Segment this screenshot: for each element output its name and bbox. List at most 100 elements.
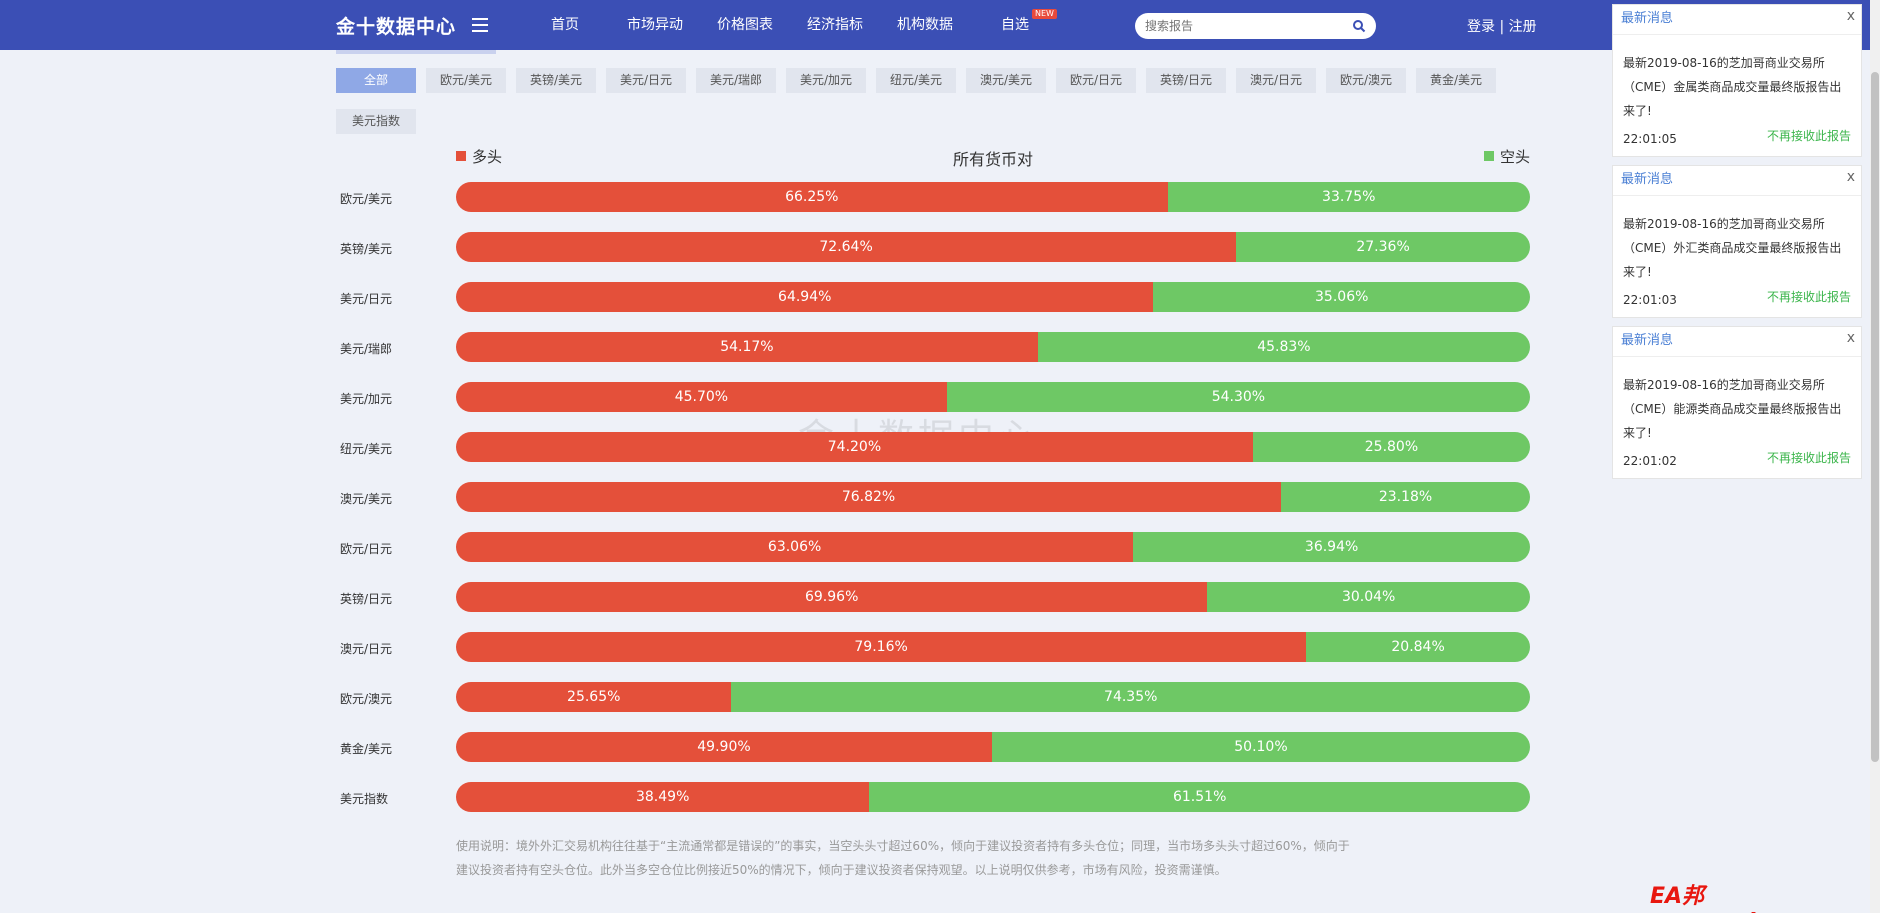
scrollbar-thumb[interactable] bbox=[1871, 72, 1879, 762]
row-label: 欧元/日元 bbox=[340, 542, 393, 556]
notification-header: 最新消息 bbox=[1613, 5, 1861, 35]
ratio-bar: 66.25% 33.75% bbox=[456, 182, 1530, 212]
long-segment: 74.20% bbox=[456, 432, 1253, 462]
tab-currency-pair[interactable]: 美元指数 bbox=[336, 109, 416, 134]
site-logo[interactable]: 金十数据中心 bbox=[336, 16, 457, 38]
row-label: 欧元/澳元 bbox=[340, 692, 393, 706]
legend-short: 空头 bbox=[1484, 146, 1530, 167]
nav-home[interactable]: 首页 bbox=[551, 17, 579, 33]
legend-long: 多头 bbox=[456, 146, 502, 167]
long-segment: 79.16% bbox=[456, 632, 1307, 662]
tab-currency-pair[interactable]: 欧元/美元 bbox=[426, 68, 506, 93]
scrollbar[interactable] bbox=[1870, 0, 1880, 913]
long-segment: 54.17% bbox=[456, 332, 1038, 362]
long-segment: 49.90% bbox=[456, 732, 992, 762]
ratio-bar: 49.90% 50.10% bbox=[456, 732, 1530, 762]
auth-divider: | bbox=[1499, 19, 1505, 35]
long-segment: 25.65% bbox=[456, 682, 732, 712]
notification-time: 22:01:02 bbox=[1623, 454, 1677, 468]
row-label: 纽元/美元 bbox=[340, 442, 393, 456]
short-segment: 33.75% bbox=[1167, 182, 1530, 212]
short-segment: 25.80% bbox=[1252, 432, 1530, 462]
ratio-bar: 25.65% 74.35% bbox=[456, 682, 1530, 712]
ratio-bar: 64.94% 35.06% bbox=[456, 282, 1530, 312]
short-segment: 45.83% bbox=[1037, 332, 1530, 362]
long-segment: 72.64% bbox=[456, 232, 1237, 262]
ratio-bar: 69.96% 30.04% bbox=[456, 582, 1530, 612]
nav-watchlist[interactable]: 自选 NEW bbox=[970, 0, 1060, 50]
tab-currency-pair[interactable]: 澳元/日元 bbox=[1236, 68, 1316, 93]
legend-short-label: 空头 bbox=[1500, 148, 1531, 166]
search-box bbox=[1135, 13, 1376, 39]
short-segment: 61.51% bbox=[869, 782, 1530, 812]
tab-currency-pair[interactable]: 美元/加元 bbox=[786, 68, 866, 93]
legend-long-label: 多头 bbox=[472, 148, 503, 166]
notification-card: 最新消息 x 最新2019-08-16的芝加哥商业交易所（CME）能源类商品成交… bbox=[1612, 326, 1862, 479]
ratio-bar: 74.20% 25.80% bbox=[456, 432, 1530, 462]
notification-time: 22:01:05 bbox=[1623, 132, 1677, 146]
close-icon[interactable]: x bbox=[1846, 169, 1855, 185]
legend-short-swatch bbox=[1484, 151, 1494, 161]
tab-currency-pair[interactable]: 美元/日元 bbox=[606, 68, 686, 93]
notification-card: 最新消息 x 最新2019-08-16的芝加哥商业交易所（CME）外汇类商品成交… bbox=[1612, 165, 1862, 318]
row-label: 澳元/日元 bbox=[340, 642, 393, 656]
short-segment: 50.10% bbox=[991, 732, 1530, 762]
nav-market-movers[interactable]: 市场异动 bbox=[627, 17, 683, 33]
ratio-bar: 63.06% 36.94% bbox=[456, 532, 1530, 562]
tab-currency-pair[interactable]: 英镑/美元 bbox=[516, 68, 596, 93]
row-label: 澳元/美元 bbox=[340, 492, 393, 506]
site-watermark-logo: EA邦 www.eabang.com bbox=[1650, 884, 1869, 913]
row-label: 美元/日元 bbox=[340, 292, 393, 306]
short-segment: 36.94% bbox=[1133, 532, 1530, 562]
tab-currency-pair[interactable]: 纽元/美元 bbox=[876, 68, 956, 93]
nav-price-charts[interactable]: 价格图表 bbox=[717, 17, 773, 33]
close-icon[interactable]: x bbox=[1846, 330, 1855, 346]
notification-text[interactable]: 最新2019-08-16的芝加哥商业交易所（CME）金属类商品成交量最终版报告出… bbox=[1623, 56, 1842, 118]
long-segment: 64.94% bbox=[456, 282, 1154, 312]
chart-title: 所有货币对 bbox=[952, 150, 1033, 169]
long-segment: 76.82% bbox=[456, 482, 1282, 512]
ratio-bar: 76.82% 23.18% bbox=[456, 482, 1530, 512]
tab-currency-pair[interactable]: 全部 bbox=[336, 68, 416, 93]
tab-currency-pair[interactable]: 欧元/日元 bbox=[1056, 68, 1136, 93]
long-segment: 38.49% bbox=[456, 782, 870, 812]
login-link[interactable]: 登录 bbox=[1467, 19, 1495, 35]
unsubscribe-link[interactable]: 不再接收此报告 bbox=[1766, 451, 1851, 465]
row-label: 美元指数 bbox=[340, 792, 389, 806]
search-icon[interactable] bbox=[1352, 19, 1366, 33]
legend-long-swatch bbox=[456, 151, 466, 161]
notification-header: 最新消息 bbox=[1613, 166, 1861, 196]
search-input[interactable] bbox=[1135, 13, 1335, 39]
register-link[interactable]: 注册 bbox=[1508, 19, 1537, 35]
tab-currency-pair[interactable]: 澳元/美元 bbox=[966, 68, 1046, 93]
short-segment: 20.84% bbox=[1306, 632, 1530, 662]
new-badge: NEW bbox=[1032, 9, 1057, 19]
menu-icon[interactable] bbox=[472, 18, 488, 32]
tab-currency-pair[interactable]: 欧元/澳元 bbox=[1326, 68, 1406, 93]
long-segment: 45.70% bbox=[456, 382, 947, 412]
row-label: 美元/加元 bbox=[340, 392, 393, 406]
ratio-bar: 79.16% 20.84% bbox=[456, 632, 1530, 662]
row-label: 英镑/美元 bbox=[340, 242, 393, 256]
nav-economic-indicators[interactable]: 经济指标 bbox=[807, 17, 863, 33]
long-segment: 66.25% bbox=[456, 182, 1168, 212]
ratio-bar: 45.70% 54.30% bbox=[456, 382, 1530, 412]
tab-currency-pair[interactable]: 英镑/日元 bbox=[1146, 68, 1226, 93]
unsubscribe-link[interactable]: 不再接收此报告 bbox=[1766, 129, 1851, 143]
logo-underline bbox=[336, 50, 496, 54]
usage-note: 使用说明：境外外汇交易机构往往基于“主流通常都是错误的”的事实，当空头头寸超过6… bbox=[456, 839, 1350, 877]
tab-currency-pair[interactable]: 黄金/美元 bbox=[1416, 68, 1496, 93]
close-icon[interactable]: x bbox=[1846, 8, 1855, 24]
notification-text[interactable]: 最新2019-08-16的芝加哥商业交易所（CME）外汇类商品成交量最终版报告出… bbox=[1623, 217, 1842, 279]
ratio-bar: 54.17% 45.83% bbox=[456, 332, 1530, 362]
auth-links: 登录 | 注册 bbox=[1467, 16, 1537, 36]
unsubscribe-link[interactable]: 不再接收此报告 bbox=[1766, 290, 1851, 304]
ratio-bar: 38.49% 61.51% bbox=[456, 782, 1530, 812]
main-nav: 首页 市场异动 价格图表 经济指标 机构数据 自选 NEW bbox=[520, 0, 1060, 50]
tab-currency-pair[interactable]: 美元/瑞郎 bbox=[696, 68, 776, 93]
nav-institution-data[interactable]: 机构数据 bbox=[897, 17, 953, 33]
currency-pair-tabs: 全部 欧元/美元 英镑/美元 美元/日元 美元/瑞郎 美元/加元 纽元/美元 澳元/美元 欧元/… bbox=[336, 68, 1526, 150]
notification-text[interactable]: 最新2019-08-16的芝加哥商业交易所（CME）能源类商品成交量最终版报告出… bbox=[1623, 378, 1842, 440]
short-segment: 35.06% bbox=[1153, 282, 1530, 312]
long-segment: 63.06% bbox=[456, 532, 1134, 562]
